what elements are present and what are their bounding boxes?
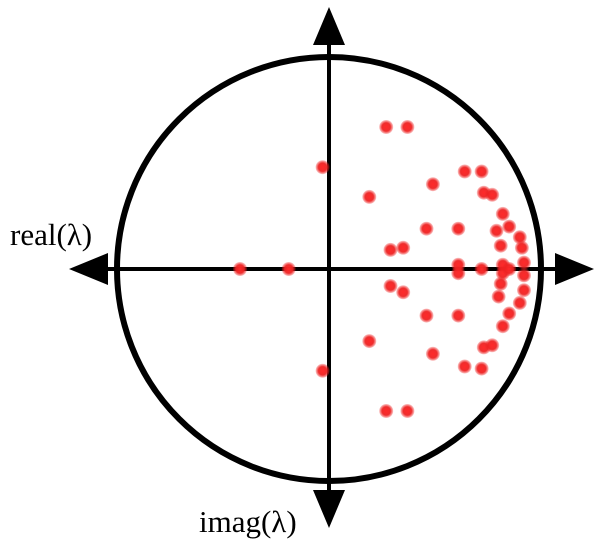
- eigenvalue-point: [396, 240, 411, 255]
- eigenvalue-point: [502, 219, 517, 234]
- y-axis-top-arrow: [313, 7, 345, 45]
- eigenvalue-point: [419, 221, 434, 236]
- x-axis-label: real(λ): [10, 217, 93, 252]
- eigenvalue-point: [233, 262, 247, 276]
- eigenvalue-point: [502, 262, 517, 276]
- eigenvalue-point: [362, 334, 377, 349]
- y-axis-bottom-arrow: [313, 490, 345, 528]
- x-axis-left-arrow: [69, 253, 108, 285]
- eigenvalue-point: [379, 404, 394, 418]
- eigenvalue-point: [457, 359, 472, 374]
- eigenvalue-point: [396, 285, 411, 300]
- eigenvalue-point: [451, 266, 466, 281]
- eigenvalue-point: [425, 346, 440, 361]
- eigenvalue-point: [485, 187, 500, 202]
- data-points: [233, 120, 531, 418]
- eigenvalue-point: [493, 276, 508, 291]
- eigenvalue-point: [517, 283, 531, 298]
- eigenvalue-point: [451, 308, 466, 323]
- eigenvalue-point: [451, 221, 466, 236]
- eigenvalue-point: [512, 230, 527, 245]
- eigenvalue-point: [315, 160, 330, 175]
- eigenvalue-point: [489, 223, 504, 238]
- eigenvalue-point: [315, 363, 330, 378]
- eigenvalue-point: [485, 338, 500, 353]
- eigenvalue-point: [379, 120, 394, 134]
- eigenvalue-point: [495, 206, 510, 221]
- eigenvalue-point: [474, 164, 489, 179]
- eigenvalue-point: [400, 404, 415, 418]
- eigenvalue-point: [493, 238, 508, 253]
- eigenvalue-point: [383, 279, 398, 293]
- eigenvalue-point: [502, 306, 517, 321]
- eigenvalue-point: [383, 242, 398, 257]
- eigenvalue-point: [495, 319, 510, 334]
- eigenvalue-point: [517, 255, 531, 270]
- eigenvalue-point: [362, 189, 377, 204]
- x-axis-right-arrow: [555, 253, 594, 285]
- eigenvalue-point: [474, 262, 489, 276]
- eigenvalue-point: [457, 164, 472, 179]
- y-axis-label: imag(λ): [199, 504, 297, 539]
- eigenvalue-point: [514, 240, 529, 255]
- eigenvalue-point: [281, 262, 296, 276]
- eigenvalue-point: [474, 361, 489, 376]
- eigenvalue-point: [425, 177, 440, 192]
- eigenvalue-point: [517, 268, 531, 283]
- eigenvalue-point: [400, 120, 415, 134]
- eigenvalue-point: [491, 289, 506, 304]
- eigenvalue-point: [512, 295, 527, 310]
- eigenvalue-point: [419, 308, 434, 323]
